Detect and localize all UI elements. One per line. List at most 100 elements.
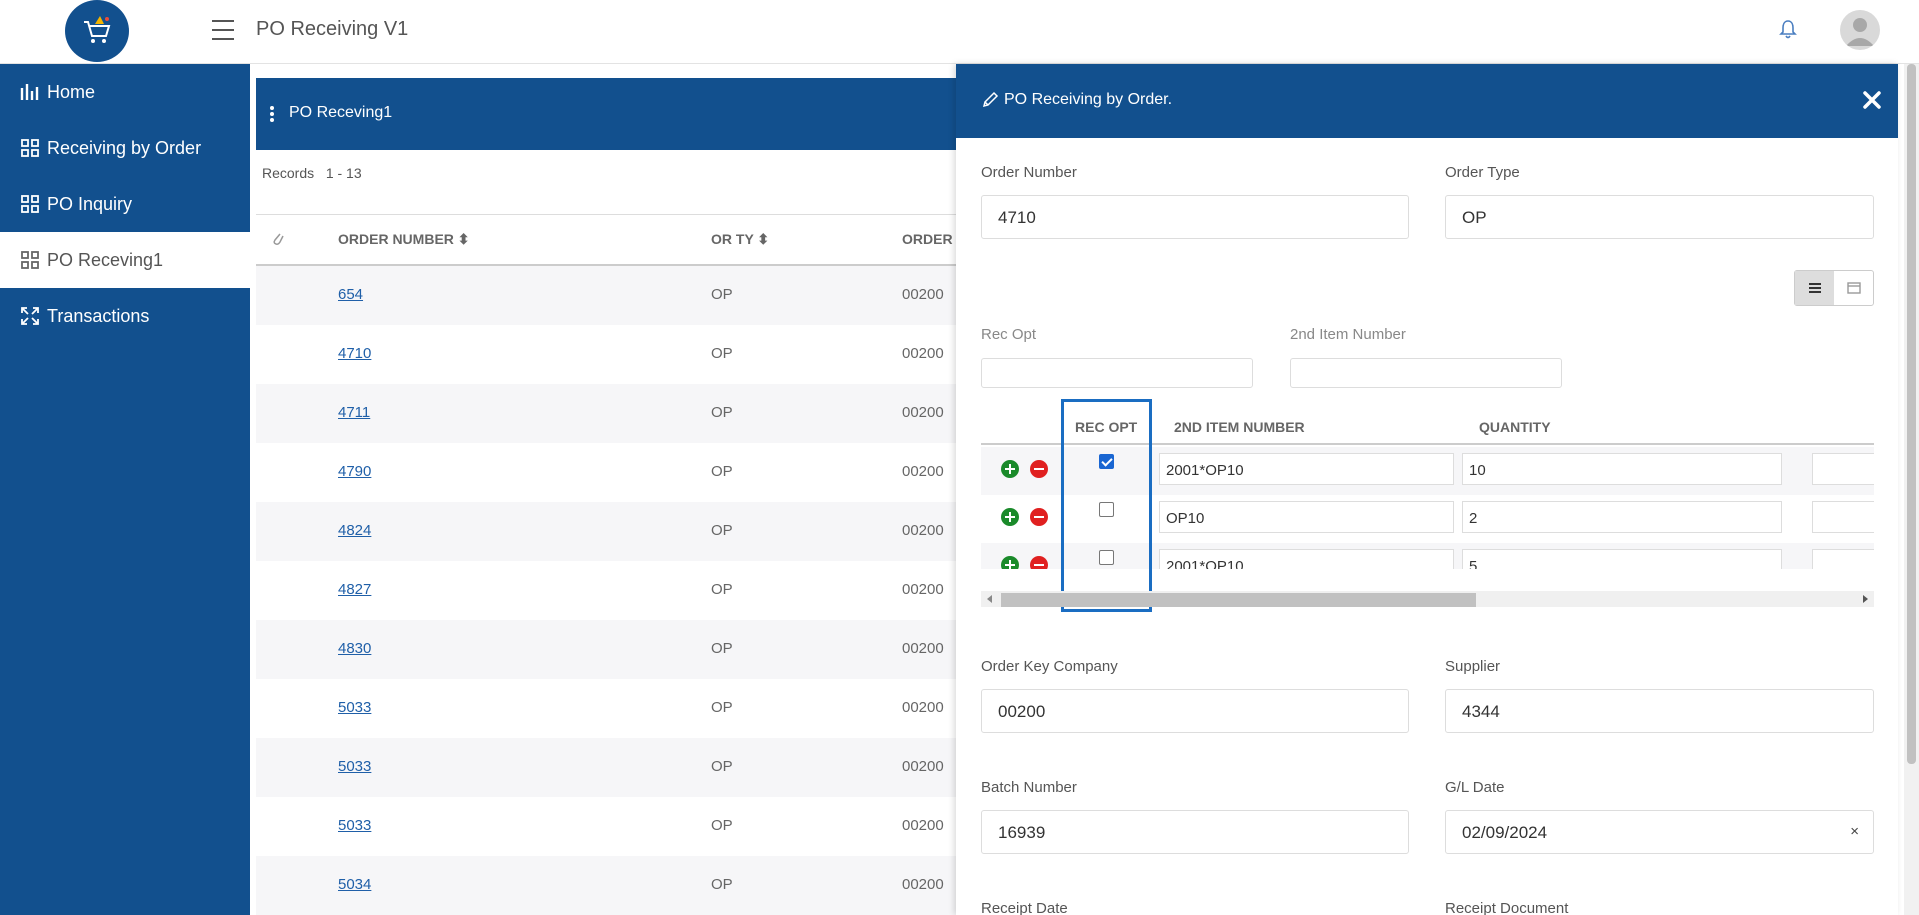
order-company: 00200 [902,758,944,775]
order-link[interactable]: 5034 [338,876,372,893]
order-link[interactable]: 5033 [338,758,372,775]
table-row[interactable]: 5033 OP 00200 [256,679,956,738]
pencil-icon [982,91,999,108]
close-icon[interactable] [1861,89,1883,111]
scroll-thumb[interactable] [1907,64,1916,764]
scroll-left-icon[interactable] [987,595,992,603]
next-cell[interactable] [1812,501,1874,533]
scroll-thumb[interactable] [1001,593,1476,607]
rec-opt-filter-label: Rec Opt [981,326,1037,343]
order-type: OP [711,758,733,775]
order-type-label: Order Type [1445,164,1520,181]
user-avatar[interactable] [1840,10,1880,50]
column-order[interactable]: ORDER [902,231,953,247]
supplier-field[interactable]: 4344 [1445,689,1874,733]
table-row[interactable]: 5033 OP 00200 [256,738,956,797]
card-icon [1846,282,1861,294]
table-row[interactable]: 4830 OP 00200 [256,620,956,679]
order-company: 00200 [902,404,944,421]
page-vertical-scrollbar[interactable] [1904,64,1919,915]
order-link[interactable]: 4711 [338,404,371,421]
column-2nd-item-number: 2ND ITEM NUMBER [1174,419,1305,435]
table-row[interactable]: 4711 OP 00200 [256,384,956,443]
order-link[interactable]: 4710 [338,345,372,362]
order-link[interactable]: 4827 [338,581,372,598]
more-options-icon[interactable] [270,106,274,122]
gl-date-field[interactable]: 02/09/2024 × [1445,810,1874,854]
table-row[interactable]: 654 OP 00200 [256,266,956,325]
order-number-field[interactable]: 4710 [981,195,1409,239]
item-number-cell[interactable]: OP10 [1159,501,1454,533]
quantity-cell[interactable]: 2 [1462,501,1782,533]
order-type: OP [711,286,733,303]
order-type-field[interactable]: OP [1445,195,1874,239]
rec-opt-checkbox[interactable] [1099,502,1114,517]
rec-opt-checkbox[interactable] [1099,550,1114,565]
sidebar-item-label: Receiving by Order [47,137,202,158]
order-link[interactable]: 4824 [338,522,372,539]
table-row[interactable]: 4824 OP 00200 [256,502,956,561]
grid-row: 2001*OP10 10 [981,447,1874,495]
list-view-button[interactable] [1795,271,1834,305]
grid-icon [21,139,39,157]
bar-chart-icon [20,84,39,100]
table-row[interactable]: 5034 OP 00200 [256,856,956,915]
column-or-ty[interactable]: OR TY ⬍ [711,231,769,248]
grid-horizontal-scrollbar[interactable] [981,591,1874,607]
remove-row-icon[interactable] [1030,508,1048,526]
next-cell[interactable] [1812,549,1874,569]
rec-opt-checkbox[interactable] [1099,454,1114,469]
sidebar-item-home[interactable]: Home [0,64,250,120]
column-order-number[interactable]: ORDER NUMBER ⬍ [338,231,470,248]
quantity-cell[interactable]: 10 [1462,453,1782,485]
remove-row-icon[interactable] [1030,556,1048,569]
notification-bell-icon[interactable] [1778,18,1798,40]
remove-row-icon[interactable] [1030,460,1048,478]
batch-number-label: Batch Number [981,779,1077,796]
order-company: 00200 [902,817,944,834]
order-link[interactable]: 5033 [338,699,372,716]
column-quantity: QUANTITY [1479,419,1551,435]
gl-date-value: 02/09/2024 [1462,823,1548,842]
order-key-company-field[interactable]: 00200 [981,689,1409,733]
menu-toggle-icon[interactable] [212,20,234,40]
sidebar-item-receiving-by-order[interactable]: Receiving by Order [0,120,250,176]
item-number-cell[interactable]: 2001*OP10 [1159,549,1454,569]
paperclip-icon [273,233,284,245]
table-row[interactable]: 5033 OP 00200 [256,797,956,856]
order-link[interactable]: 4790 [338,463,372,480]
app-title: PO Receiving V1 [256,18,409,40]
order-link[interactable]: 5033 [338,817,372,834]
quantity-cell[interactable]: 5 [1462,549,1782,569]
table-row[interactable]: 4710 OP 00200 [256,325,956,384]
order-type: OP [711,522,733,539]
grid-icon [21,251,39,269]
add-row-icon[interactable] [1001,508,1019,526]
clear-date-icon[interactable]: × [1850,823,1859,840]
table-row[interactable]: 4790 OP 00200 [256,443,956,502]
app-logo[interactable] [65,0,129,62]
order-number-label: Order Number [981,164,1077,181]
add-row-icon[interactable] [1001,460,1019,478]
panel-header: PO Receiving by Order. [956,64,1898,138]
item-filter-input[interactable] [1290,358,1562,388]
records-label: Records [262,165,315,181]
card-view-button[interactable] [1834,271,1873,305]
sidebar-item-transactions[interactable]: Transactions [0,288,250,344]
order-link[interactable]: 654 [338,286,364,303]
receipt-document-label: Receipt Document [1445,900,1569,915]
batch-number-field[interactable]: 16939 [981,810,1409,854]
rec-opt-filter-input[interactable] [981,358,1253,388]
order-link[interactable]: 4830 [338,640,372,657]
next-cell[interactable] [1812,453,1874,485]
order-company: 00200 [902,522,944,539]
scroll-right-icon[interactable] [1863,595,1868,603]
add-row-icon[interactable] [1001,556,1019,569]
sidebar-item-po-receving1[interactable]: PO Receving1 [0,232,250,288]
order-type: OP [711,876,733,893]
sidebar-item-label: Transactions [47,305,150,326]
item-number-cell[interactable]: 2001*OP10 [1159,453,1454,485]
sidebar-item-po-inquiry[interactable]: PO Inquiry [0,176,250,232]
view-toggle [1794,270,1874,306]
table-row[interactable]: 4827 OP 00200 [256,561,956,620]
